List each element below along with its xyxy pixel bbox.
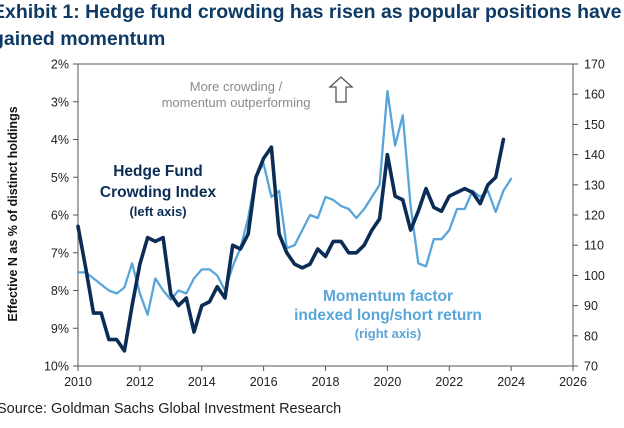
y-right-tick-label: 170 [584, 58, 605, 72]
momentum-annotation: indexed long/short return [294, 307, 482, 324]
crowding-direction-annotation: momentum outperforming [162, 95, 311, 110]
x-tick-label: 2024 [497, 375, 525, 389]
y-right-tick-label: 110 [584, 239, 604, 253]
y-right-tick-label: 120 [584, 209, 605, 223]
crowding-direction-annotation: More crowding / [190, 79, 283, 94]
y-left-tick-label: 2% [51, 58, 69, 72]
y-right-tick-label: 90 [584, 299, 598, 313]
crowding-annotation: Crowding Index [100, 184, 217, 201]
y-left-tick-label: 3% [51, 95, 69, 109]
y-right-tick-label: 100 [584, 269, 605, 283]
x-tick-label: 2020 [373, 375, 401, 389]
momentum-series-line [76, 90, 513, 316]
chart-area: 2010 2012 2014 2016 2018 2020 2022 2024 2026 2% 3%… [44, 58, 605, 390]
source-note: Source: Goldman Sachs Global Investment … [0, 401, 342, 417]
momentum-annotation: Momentum factor [323, 288, 453, 305]
y-right-tick-label: 140 [584, 148, 605, 162]
y-left-tick-label: 5% [51, 171, 69, 185]
x-tick-label: 2010 [64, 375, 92, 389]
y-left-tick-label: 10% [44, 360, 69, 374]
crowding-annotation: Hedge Fund [113, 163, 203, 180]
x-tick-label: 2014 [188, 375, 216, 389]
up-arrow-icon [328, 76, 354, 103]
y-right-tick-label: 150 [584, 118, 605, 132]
y-right-tick-label: 160 [584, 88, 605, 102]
crowding-annotation: (left axis) [129, 204, 186, 219]
y-left-tick-label: 9% [51, 322, 69, 336]
y-right-tick-label: 130 [584, 178, 605, 192]
x-tick-label: 2026 [559, 375, 587, 389]
chart-title: Exhibit 1: Hedge fund crowding has risen… [0, 1, 622, 50]
x-tick-label: 2018 [312, 375, 340, 389]
y-left-tick-label: 4% [51, 133, 69, 147]
y-right-tick-label: 70 [584, 360, 598, 374]
x-tick-label: 2016 [250, 375, 278, 389]
crowding-series-line [76, 137, 506, 353]
y-left-tick-label: 7% [51, 246, 69, 260]
x-tick-label: 2012 [126, 375, 154, 389]
y-left-tick-label: 8% [51, 284, 69, 298]
momentum-annotation: (right axis) [355, 326, 421, 341]
x-tick-label: 2022 [435, 375, 463, 389]
y-right-tick-label: 80 [584, 329, 598, 343]
y-left-tick-label: 6% [51, 209, 69, 223]
